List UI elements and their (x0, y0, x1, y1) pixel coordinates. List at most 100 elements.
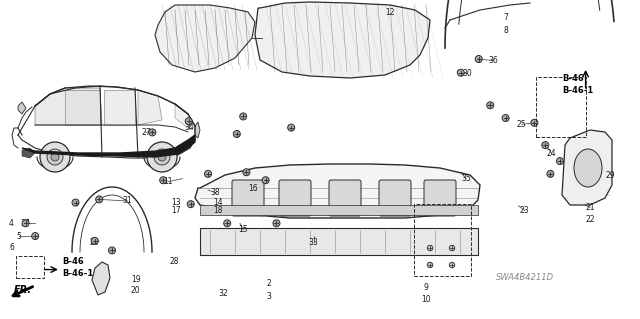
Circle shape (224, 220, 230, 227)
Text: 29: 29 (605, 171, 615, 180)
Circle shape (160, 177, 166, 184)
Circle shape (92, 237, 98, 244)
Circle shape (547, 170, 554, 177)
Polygon shape (22, 135, 195, 157)
Text: 13: 13 (171, 198, 181, 207)
FancyBboxPatch shape (279, 180, 311, 216)
Polygon shape (35, 88, 102, 125)
Polygon shape (175, 104, 195, 130)
Text: 6: 6 (9, 243, 14, 252)
Text: 26: 26 (90, 238, 100, 247)
Text: 36: 36 (488, 56, 498, 65)
Text: 15: 15 (238, 225, 248, 234)
Polygon shape (65, 90, 100, 125)
Text: 22: 22 (586, 215, 595, 224)
Text: 17: 17 (171, 206, 181, 215)
Polygon shape (104, 90, 135, 125)
Polygon shape (155, 5, 255, 72)
Circle shape (109, 247, 115, 254)
Bar (16, 256, 44, 278)
FancyBboxPatch shape (424, 180, 456, 216)
Circle shape (243, 169, 250, 176)
Ellipse shape (574, 149, 602, 187)
Polygon shape (138, 90, 162, 125)
Text: 7: 7 (503, 13, 508, 22)
Circle shape (205, 170, 211, 177)
Circle shape (428, 245, 433, 251)
Circle shape (428, 262, 433, 268)
FancyBboxPatch shape (329, 180, 361, 216)
Text: 21: 21 (586, 203, 595, 212)
Polygon shape (92, 262, 110, 295)
Circle shape (154, 149, 170, 165)
Text: 32: 32 (218, 289, 228, 298)
Text: 19: 19 (131, 275, 141, 284)
Text: B-46-1: B-46-1 (562, 86, 593, 95)
Circle shape (531, 119, 538, 126)
Circle shape (557, 158, 563, 165)
Circle shape (149, 129, 156, 136)
Circle shape (240, 113, 246, 120)
Circle shape (542, 142, 548, 149)
Text: 37: 37 (20, 219, 31, 228)
Circle shape (487, 102, 493, 109)
Text: B-46: B-46 (562, 74, 584, 83)
Circle shape (234, 130, 240, 137)
Polygon shape (200, 205, 478, 215)
Text: 5: 5 (17, 232, 22, 241)
Text: 11: 11 (163, 177, 172, 186)
Circle shape (47, 149, 63, 165)
Circle shape (22, 220, 29, 227)
Circle shape (188, 201, 194, 208)
Text: B-46: B-46 (62, 257, 84, 266)
Text: 28: 28 (170, 257, 179, 266)
Text: 38: 38 (211, 189, 221, 197)
Text: 12: 12 (386, 8, 395, 17)
Polygon shape (195, 122, 200, 138)
Text: 30: 30 (462, 69, 472, 78)
Circle shape (502, 115, 509, 122)
Text: 10: 10 (420, 295, 431, 304)
Circle shape (96, 196, 102, 203)
Text: 25: 25 (516, 120, 527, 129)
Text: 16: 16 (248, 184, 258, 193)
Text: 4: 4 (9, 219, 14, 228)
Text: 9: 9 (423, 283, 428, 292)
Circle shape (288, 124, 294, 131)
Circle shape (449, 245, 455, 251)
Text: 18: 18 (213, 206, 222, 215)
Text: 3: 3 (266, 292, 271, 301)
Text: B-46-1: B-46-1 (62, 269, 93, 278)
Polygon shape (195, 164, 480, 218)
Text: 35: 35 (461, 174, 471, 183)
Text: 14: 14 (212, 198, 223, 207)
Text: 31: 31 (122, 197, 132, 205)
Polygon shape (200, 228, 478, 255)
Circle shape (72, 199, 79, 206)
Circle shape (51, 153, 59, 161)
Polygon shape (18, 102, 26, 114)
FancyBboxPatch shape (379, 180, 411, 216)
Text: 23: 23 (520, 206, 530, 215)
Text: 27: 27 (141, 128, 151, 137)
Polygon shape (22, 148, 35, 158)
Text: 20: 20 (131, 286, 141, 295)
Circle shape (158, 153, 166, 161)
Circle shape (186, 118, 192, 125)
Text: 8: 8 (503, 26, 508, 35)
Polygon shape (562, 130, 612, 205)
Text: 34: 34 (184, 123, 194, 132)
Text: FR.: FR. (13, 285, 31, 295)
Circle shape (449, 262, 455, 268)
Circle shape (476, 56, 482, 63)
Text: 33: 33 (308, 238, 319, 247)
Polygon shape (150, 148, 168, 158)
Text: 2: 2 (266, 279, 271, 288)
Polygon shape (255, 2, 430, 78)
Circle shape (262, 177, 269, 184)
Circle shape (147, 142, 177, 172)
Text: 24: 24 (547, 149, 557, 158)
Circle shape (40, 142, 70, 172)
Circle shape (458, 69, 464, 76)
Circle shape (273, 220, 280, 227)
